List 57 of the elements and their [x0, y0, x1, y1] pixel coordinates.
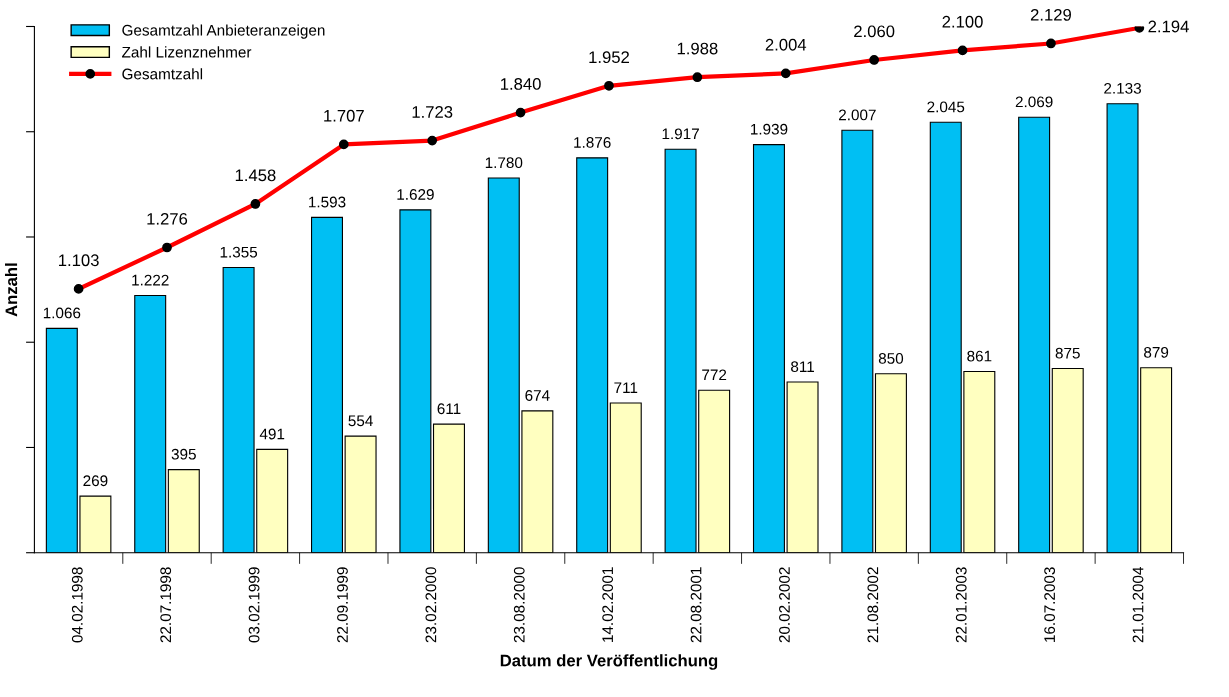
- data-label: 1.780: [485, 157, 523, 169]
- x-tick-label: 03.02.1999: [248, 567, 260, 643]
- x-tick-label: 04.02.1998: [71, 567, 83, 643]
- x-tick-label: 16.07.2003: [1044, 567, 1056, 642]
- data-label: 269: [83, 475, 108, 487]
- data-label: 611: [437, 403, 461, 415]
- data-label: 1.988: [677, 42, 718, 55]
- x-tick-label: 22.08.2001: [690, 567, 702, 643]
- x-tick-label: 22.09.1999: [337, 567, 348, 643]
- data-label: 2.060: [854, 25, 895, 38]
- data-label: 1.707: [324, 109, 364, 122]
- x-tick-label: 22.01.2003: [955, 567, 967, 643]
- data-label: 1.355: [220, 246, 258, 258]
- data-label: 1.840: [501, 78, 541, 90]
- data-label: 772: [702, 369, 727, 381]
- data-label: 1.276: [147, 212, 188, 225]
- data-label: 2.133: [1104, 82, 1141, 94]
- legend-label: Gesamtzahl: [122, 68, 203, 80]
- data-label: 554: [348, 415, 373, 427]
- data-label: 395: [171, 448, 196, 460]
- legend-label: Gesamtzahl Anbieteranzeigen: [122, 24, 325, 39]
- data-label: 861: [967, 350, 992, 362]
- x-tick-label: 14.02.2001: [602, 567, 614, 642]
- data-label: 1.103: [59, 254, 99, 267]
- data-label: 2.045: [927, 101, 965, 113]
- data-label: 2.069: [1015, 96, 1053, 108]
- data-label: 1.939: [751, 123, 788, 135]
- y-axis-title: Anzahl: [4, 263, 18, 317]
- data-label: 811: [791, 361, 814, 373]
- x-tick-label: 22.07.1998: [160, 567, 172, 643]
- data-label: 2.194: [1148, 20, 1189, 33]
- data-label: 1.876: [574, 137, 611, 148]
- data-label: 875: [1055, 347, 1080, 359]
- x-tick-label: 21.08.2002: [867, 567, 879, 643]
- data-label: 1.629: [397, 189, 434, 200]
- data-label: 1.222: [132, 274, 169, 286]
- x-tick-label: 23.08.2000: [513, 567, 525, 643]
- x-tick-label: 23.02.2000: [425, 567, 437, 643]
- legend-label: Zahl Lizenznehmer: [122, 46, 252, 58]
- data-label: 2.007: [839, 109, 876, 121]
- data-label: 1.917: [662, 128, 699, 140]
- data-label: 491: [259, 428, 285, 440]
- data-label: 2.100: [942, 15, 983, 28]
- data-label: 674: [525, 390, 550, 401]
- data-label: 2.129: [1030, 8, 1071, 21]
- data-label: 1.593: [309, 196, 346, 208]
- x-tick-label: 21.01.2004: [1132, 567, 1144, 643]
- data-label: 1.723: [412, 106, 453, 118]
- data-label: 1.066: [43, 307, 81, 319]
- x-axis-title: Datum der Veröffentlichung: [500, 654, 718, 670]
- x-tick-label: 20.02.2002: [779, 567, 790, 643]
- data-label: 850: [878, 353, 904, 364]
- data-label: 711: [614, 382, 638, 393]
- data-label: 1.952: [589, 51, 629, 64]
- data-label: 879: [1144, 346, 1169, 358]
- data-label: 1.458: [235, 169, 276, 182]
- data-label: 2.004: [765, 38, 807, 51]
